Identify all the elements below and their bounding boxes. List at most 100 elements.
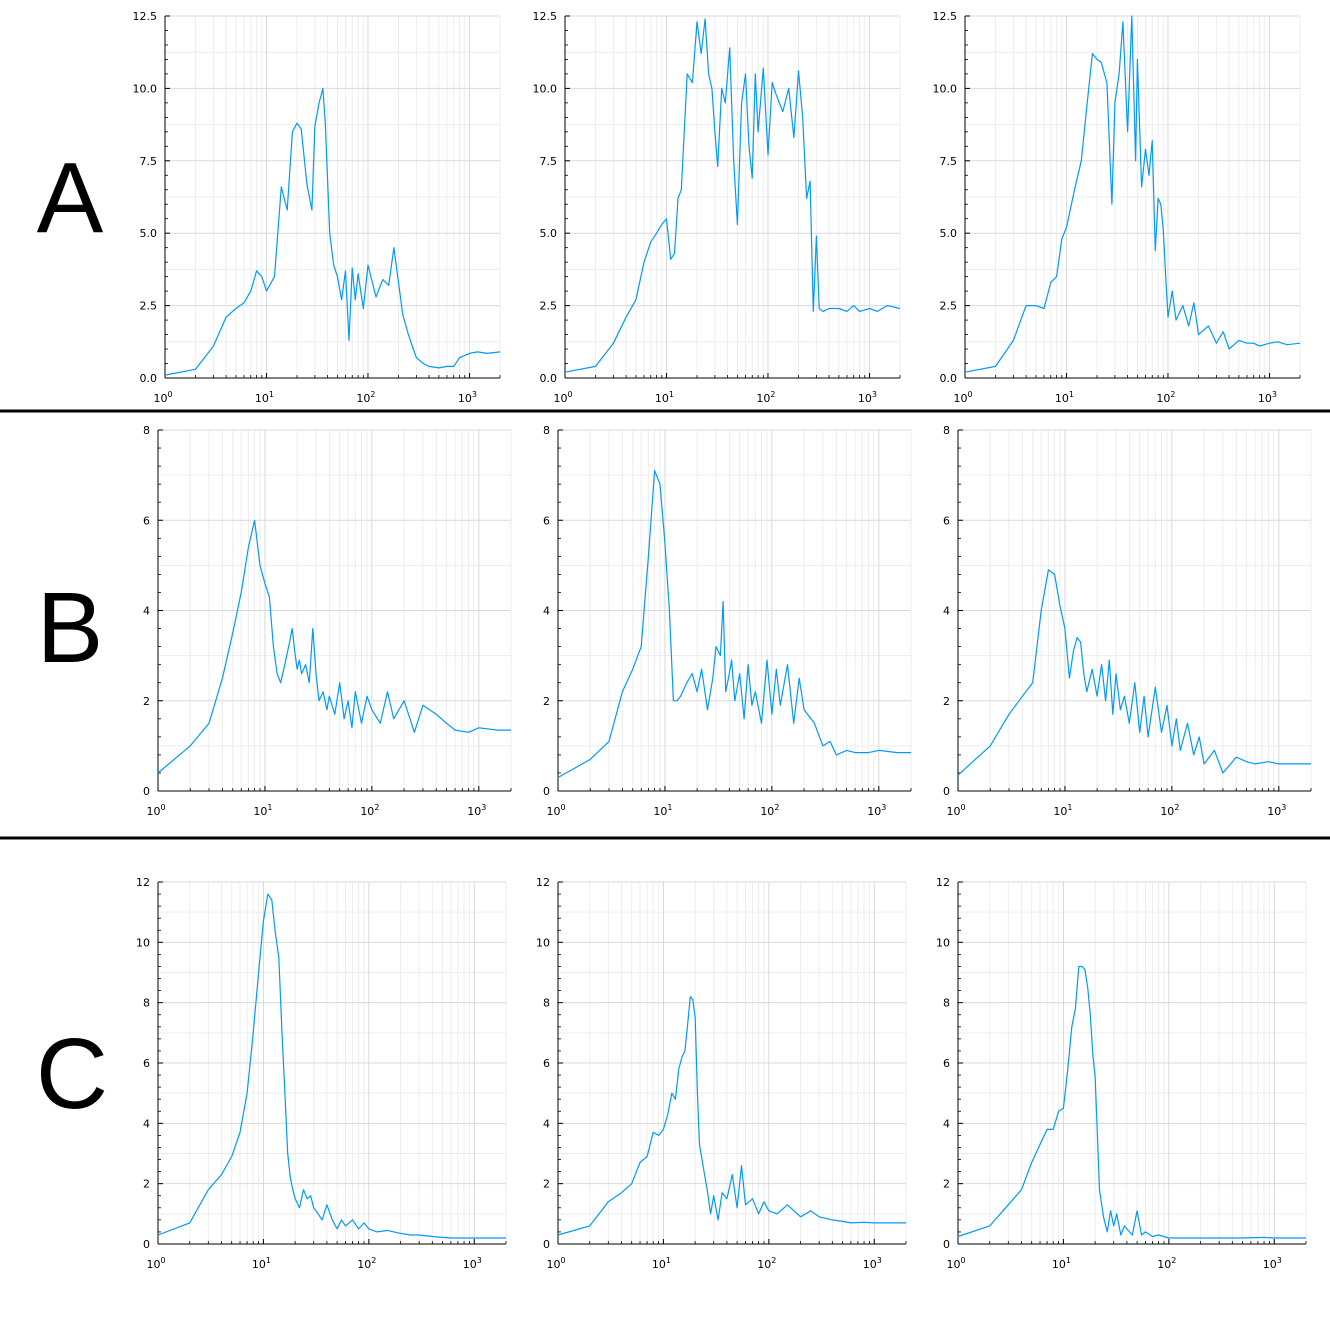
x-tick-label: 103	[1258, 390, 1277, 405]
x-tick-label: 100	[146, 803, 165, 818]
row-label-c: C	[36, 1018, 108, 1130]
x-tick-label: 101	[253, 803, 272, 818]
panel-c2: 0 2 4 6 8 10 12 100 101 102 103	[536, 876, 907, 1271]
y-tick-label: 7.5	[140, 155, 158, 168]
y-tick-label: 7.5	[540, 155, 558, 168]
x-tick-label: 103	[467, 803, 486, 818]
y-tick-label: 8	[543, 424, 550, 437]
y-tick-label: 10	[136, 936, 150, 949]
y-tick-label: 12	[936, 876, 950, 889]
x-tick-label: 100	[553, 390, 572, 405]
x-tick-label: 101	[653, 803, 672, 818]
x-tick-label: 100	[953, 390, 972, 405]
panel-a2: 0.0 2.5 5.0 7.5 10.0 12.5 100 101 102 103	[533, 10, 901, 405]
series-line	[964, 15, 1301, 373]
series-line	[557, 995, 906, 1236]
y-tick-label: 2.5	[540, 300, 558, 313]
panel-b1: 0 2 4 6 8 100 101 102 103	[143, 424, 512, 818]
x-tick-label: 101	[652, 1256, 671, 1271]
y-tick-label: 8	[543, 997, 550, 1010]
series-line	[164, 87, 501, 376]
panel-b2: 0 2 4 6 8 100 101 102 103	[543, 424, 912, 818]
y-tick-label: 0	[543, 785, 550, 798]
x-tick-label: 103	[867, 803, 886, 818]
x-tick-label: 103	[1267, 803, 1286, 818]
x-tick-label: 102	[756, 390, 775, 405]
series-line	[157, 519, 511, 774]
y-tick-label: 12	[536, 876, 550, 889]
x-tick-label: 101	[655, 390, 674, 405]
x-tick-label: 101	[1055, 390, 1074, 405]
row-label-a: A	[37, 142, 104, 254]
x-tick-label: 102	[360, 803, 379, 818]
y-tick-label: 4	[543, 1117, 550, 1130]
y-tick-label: 6	[943, 514, 950, 527]
x-tick-label: 102	[357, 1256, 376, 1271]
y-tick-label: 2	[143, 695, 150, 708]
y-tick-label: 2	[943, 1178, 950, 1191]
panel-a3: 0.0 2.5 5.0 7.5 10.0 12.5 100 101 102 103	[933, 10, 1301, 405]
x-tick-label: 102	[757, 1256, 776, 1271]
series-line	[564, 18, 901, 373]
x-tick-label: 100	[946, 803, 965, 818]
y-tick-label: 5.0	[140, 227, 158, 240]
y-tick-label: 0	[143, 785, 150, 798]
x-tick-label: 102	[1156, 390, 1175, 405]
y-tick-label: 4	[943, 605, 950, 618]
y-tick-label: 6	[943, 1057, 950, 1070]
y-tick-label: 2	[543, 695, 550, 708]
y-tick-label: 4	[143, 1117, 150, 1130]
y-tick-label: 5.0	[940, 227, 958, 240]
y-tick-label: 6	[543, 1057, 550, 1070]
y-tick-label: 2.5	[940, 300, 958, 313]
series-line	[957, 965, 1306, 1239]
y-tick-label: 8	[143, 997, 150, 1010]
panel-a1: 0.0 2.5 5.0 7.5 10.0 12.5 100 101 102 103	[133, 10, 501, 405]
y-tick-label: 4	[943, 1117, 950, 1130]
x-tick-label: 101	[252, 1256, 271, 1271]
y-tick-label: 0	[143, 1238, 150, 1251]
x-tick-label: 103	[863, 1256, 882, 1271]
x-tick-label: 103	[1263, 1256, 1282, 1271]
y-tick-label: 10	[536, 936, 550, 949]
x-tick-label: 100	[546, 803, 565, 818]
x-tick-label: 102	[1157, 1256, 1176, 1271]
panel-b3: 0 2 4 6 8 100 101 102 103	[943, 424, 1312, 818]
y-tick-label: 12.5	[133, 10, 158, 23]
y-tick-label: 0.0	[540, 372, 558, 385]
y-tick-label: 2	[543, 1178, 550, 1191]
y-tick-label: 0.0	[140, 372, 158, 385]
y-tick-label: 5.0	[540, 227, 558, 240]
y-tick-label: 2.5	[140, 300, 158, 313]
y-tick-label: 10.0	[133, 82, 158, 95]
y-tick-label: 12	[136, 876, 150, 889]
y-tick-label: 0.0	[940, 372, 958, 385]
row-label-b: B	[37, 572, 104, 684]
panel-c1: 0 2 4 6 8 10 12 100 101 102 103	[136, 876, 507, 1271]
y-tick-label: 2	[143, 1178, 150, 1191]
x-tick-label: 100	[153, 390, 172, 405]
y-tick-label: 6	[143, 1057, 150, 1070]
y-tick-label: 7.5	[940, 155, 958, 168]
x-tick-label: 100	[146, 1256, 165, 1271]
y-tick-label: 0	[943, 1238, 950, 1251]
x-tick-label: 103	[458, 390, 477, 405]
x-tick-label: 101	[1053, 803, 1072, 818]
x-tick-label: 102	[356, 390, 375, 405]
series-line	[557, 470, 911, 779]
x-tick-label: 100	[946, 1256, 965, 1271]
y-tick-label: 4	[143, 605, 150, 618]
series-line	[957, 569, 1311, 776]
y-tick-label: 0	[543, 1238, 550, 1251]
y-tick-label: 8	[143, 424, 150, 437]
panel-c3: 0 2 4 6 8 10 12 100 101 102 103	[936, 876, 1307, 1271]
y-tick-label: 12.5	[933, 10, 958, 23]
series-line	[157, 893, 506, 1239]
x-tick-label: 103	[858, 390, 877, 405]
y-tick-label: 8	[943, 424, 950, 437]
x-tick-label: 101	[1052, 1256, 1071, 1271]
y-tick-label: 6	[143, 514, 150, 527]
y-tick-label: 0	[943, 785, 950, 798]
